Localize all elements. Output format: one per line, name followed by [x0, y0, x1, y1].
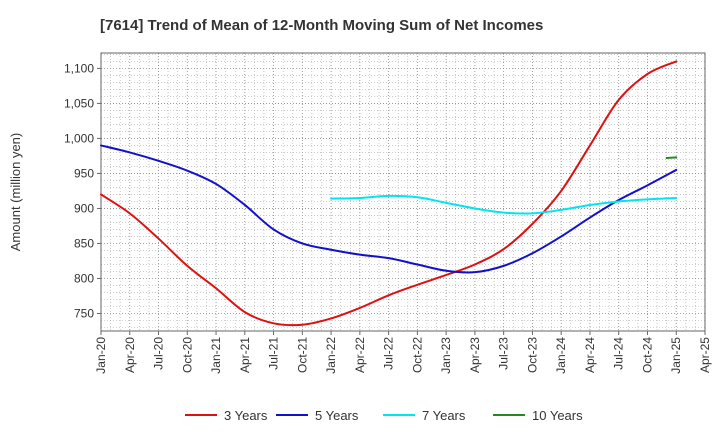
axis-layer: 750 800 850 900 950 1,000 1,050 1,100 Jan-20 Apr-…: [8, 52, 712, 374]
legend-label-5-years: 5 Years: [315, 408, 359, 423]
series-line-5-years: [100, 144, 678, 274]
chart-title: [7614] Trend of Mean of 12-Month Moving …: [100, 17, 543, 34]
x-tick-label: Jul-22: [382, 337, 396, 370]
x-tick-label: Apr-21: [238, 337, 252, 373]
x-tick-label: Jan-25: [669, 337, 683, 374]
x-tick-label: Jan-21: [209, 337, 223, 374]
x-tick-label: Apr-24: [583, 337, 597, 373]
legend-label-3-years: 3 Years: [224, 408, 268, 423]
x-tick-label: Jan-23: [439, 337, 453, 374]
x-tick-label: Oct-21: [295, 337, 309, 373]
grid-layer: [100, 53, 706, 331]
series-line-7-years: [330, 194, 678, 215]
legend: 3 Years 5 Years 7 Years 10 Years: [185, 408, 583, 423]
x-tick-label: Jul-21: [267, 337, 281, 370]
y-tick-label: 850: [74, 236, 94, 250]
legend-label-7-years: 7 Years: [422, 408, 466, 423]
x-tick-label: Jul-23: [497, 337, 511, 370]
x-tick-label: Jul-24: [612, 337, 626, 370]
y-tick-label: 1,000: [64, 131, 94, 145]
x-tick-label: Apr-23: [468, 337, 482, 373]
x-tick-label: Apr-25: [698, 337, 712, 373]
y-tick-label: 1,100: [64, 61, 94, 75]
x-tick-label: Jul-20: [152, 337, 166, 370]
y-tick-label: 1,050: [64, 96, 94, 110]
x-tick-label: Jan-24: [554, 337, 568, 374]
x-tick-label: Apr-22: [353, 337, 367, 373]
plot-frame: [100, 52, 706, 332]
legend-label-10-years: 10 Years: [532, 408, 583, 423]
y-tick-label: 900: [74, 201, 94, 215]
series-line-10-years: [665, 156, 678, 160]
x-tick-label: Oct-24: [640, 337, 654, 373]
x-tick-label: Oct-22: [410, 337, 424, 373]
series-layer: [100, 60, 678, 327]
x-tick-label: Oct-23: [525, 337, 539, 373]
x-tick-label: Jan-20: [94, 337, 108, 374]
x-tick-label: Oct-20: [180, 337, 194, 373]
x-tick-label: Jan-22: [324, 337, 338, 374]
x-tick-label: Apr-20: [123, 337, 137, 373]
y-axis-label: Amount (million yen): [8, 133, 23, 252]
y-tick-label: 750: [74, 306, 94, 320]
y-tick-label: 950: [74, 166, 94, 180]
y-tick-label: 800: [74, 271, 94, 285]
series-line-3-years: [100, 60, 678, 327]
